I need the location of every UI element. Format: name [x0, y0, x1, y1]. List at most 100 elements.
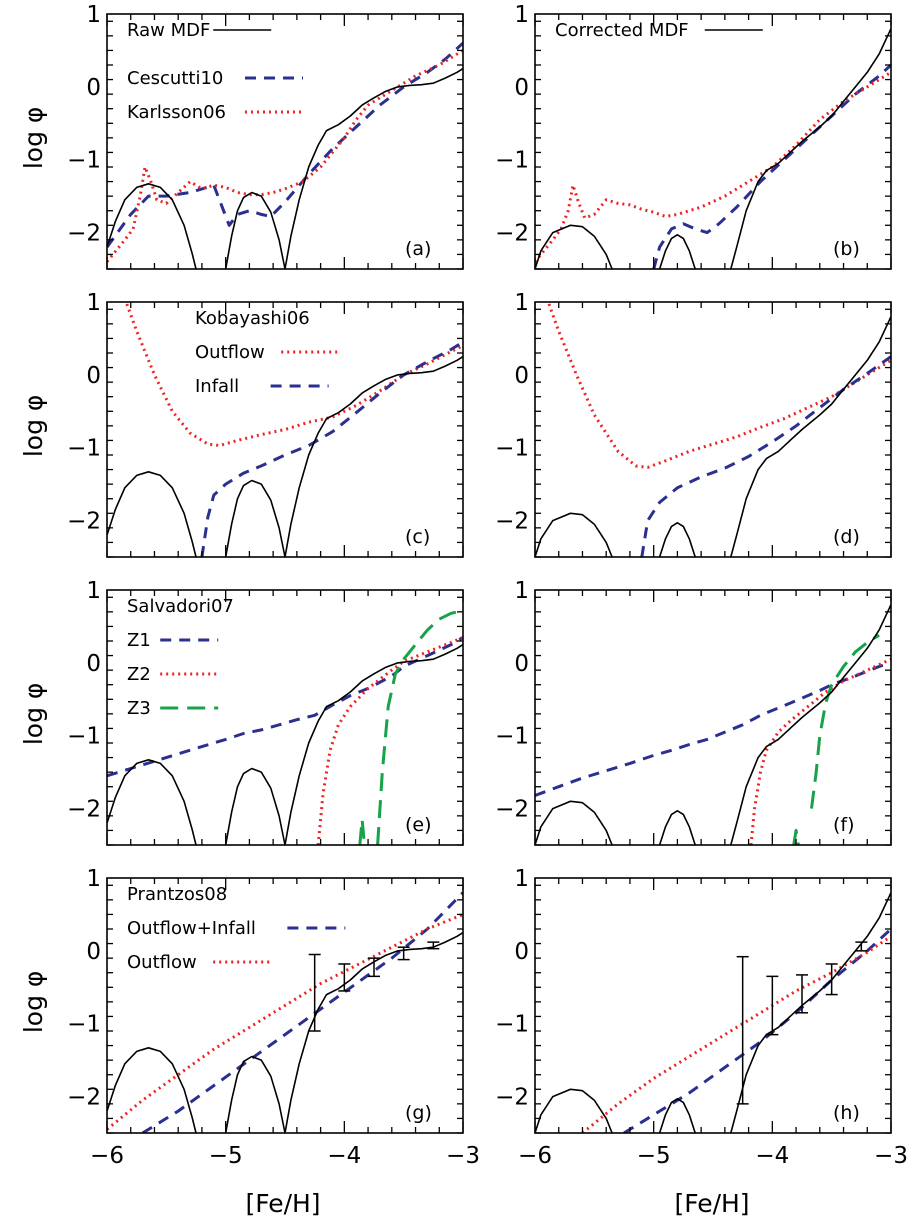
y-tick-label: 0 [86, 75, 101, 101]
x-tick-label: −4 [327, 1143, 361, 1169]
y-tick-label: 0 [86, 939, 101, 965]
panel-plot-e [107, 610, 463, 845]
series-line-observed [107, 67, 463, 269]
y-tick-label: −1 [495, 148, 529, 174]
y-tick-label: −1 [495, 724, 529, 750]
panel-frame [106, 877, 464, 1134]
legend-entry-label: Z2 [127, 664, 151, 685]
y-tick-label: 1 [514, 290, 529, 316]
panel-frame [534, 13, 892, 270]
y-axis-title: log φ [19, 683, 48, 746]
panel-d: −2 −1 0 1 (d) [495, 290, 892, 558]
y-tick-label: 1 [514, 578, 529, 604]
panel-label: (g) [405, 1102, 432, 1124]
y-tick-label: 0 [86, 363, 101, 389]
panel-plot-b [535, 28, 891, 269]
panel-label: (d) [833, 526, 860, 548]
panel-a: −2 −1 0 1 log φ (a) Raw MDF Cescutti10 Karlsson0… [19, 2, 464, 270]
series-line-observed [107, 355, 463, 557]
panel-f: −2 −1 0 1 (f) [495, 578, 892, 846]
legend-entry-label: Cescutti10 [127, 68, 223, 89]
panel-frame [534, 301, 892, 558]
y-tick-label: −1 [67, 724, 101, 750]
y-tick-label: −2 [495, 221, 529, 247]
series-line-model3b [810, 633, 880, 809]
y-tick-label: −2 [67, 797, 101, 823]
series-line-model3 [792, 828, 800, 845]
legend-entry-label: Outflow+Infall [127, 918, 256, 939]
series-line-model1 [107, 636, 463, 778]
panel-h: −2 −1 0 1 −6 −5 −4 −3 (h) [495, 866, 908, 1169]
series-line-model3 [358, 818, 366, 845]
y-tick-label: 0 [514, 939, 529, 965]
series-line-model2 [124, 302, 463, 447]
y-tick-label: 1 [514, 866, 529, 892]
y-tick-label: −1 [495, 436, 529, 462]
panel-label: (a) [405, 238, 431, 260]
panel-e: −2 −1 0 1 log φ (e) Salvadori07 Z1 Z2 Z3 [19, 578, 464, 846]
y-tick-label: −1 [67, 148, 101, 174]
x-axis-title-right: [Fe/H] [674, 1189, 749, 1218]
y-axis-title: log φ [19, 971, 48, 1034]
series-line-model1 [535, 661, 891, 797]
legend-entry-label: Prantzos08 [127, 884, 227, 905]
x-tick-label: −3 [446, 1143, 480, 1169]
series-line-model3b [376, 610, 458, 845]
panel-plot-a [107, 41, 463, 269]
panel-plot-c [107, 302, 463, 557]
x-tick-label: −3 [874, 1143, 908, 1169]
panel-plot-d [535, 302, 891, 557]
panel-frame [106, 301, 464, 558]
series-line-observed [535, 892, 891, 1133]
legend-entry-label: Z1 [127, 630, 151, 651]
y-tick-label: −2 [495, 1085, 529, 1111]
series-line-model2 [535, 71, 891, 263]
legend-entry-label: Infall [195, 376, 239, 397]
x-axis-title-left: [Fe/H] [245, 1189, 320, 1218]
series-line-model1 [652, 63, 891, 269]
y-tick-label: −2 [495, 509, 529, 535]
legend-entry-label: Salvadori07 [127, 596, 234, 617]
panel-plot-f [535, 604, 891, 845]
series-line-observed [535, 316, 891, 557]
panel-frame [534, 589, 892, 846]
series-line-model2 [581, 935, 891, 1133]
series-line-observed [107, 643, 463, 845]
panel-label: (h) [833, 1102, 860, 1124]
series-line-model2 [316, 636, 463, 845]
panel-b: −2 −1 0 1 (b) Corrected MDF [495, 2, 892, 270]
legend-entry-label: Karlsson06 [127, 102, 226, 123]
y-tick-label: 0 [514, 363, 529, 389]
panel-frame [106, 13, 464, 270]
x-tick-label: −5 [637, 1143, 671, 1169]
panel-plot-g [107, 891, 463, 1133]
legend-entry-label: Outflow [195, 342, 265, 363]
series-line-observed [107, 931, 463, 1133]
panel-frame [106, 589, 464, 846]
legend-entry-label: Raw MDF [127, 20, 210, 41]
panel-label: (e) [405, 814, 432, 836]
x-tick-label: −5 [209, 1143, 243, 1169]
legend-entry-label: Kobayashi06 [195, 308, 310, 329]
panel-frame [534, 877, 892, 1134]
series-line-model1 [141, 891, 463, 1133]
y-tick-label: 1 [86, 578, 101, 604]
y-tick-label: −2 [495, 797, 529, 823]
legend-entry-label: Outflow [127, 952, 197, 973]
y-axis-title: log φ [19, 107, 48, 170]
panel-label: (c) [405, 526, 430, 548]
y-tick-label: 1 [86, 866, 101, 892]
y-tick-label: 0 [514, 651, 529, 677]
y-tick-label: 1 [86, 2, 101, 28]
series-line-observed [535, 604, 891, 845]
series-line-model2 [107, 49, 463, 263]
y-tick-label: 1 [514, 2, 529, 28]
y-tick-label: −1 [495, 1012, 529, 1038]
x-tick-label: −4 [755, 1143, 789, 1169]
y-tick-label: −2 [67, 221, 101, 247]
series-line-model2 [107, 913, 463, 1131]
series-line-model2 [749, 657, 891, 845]
y-tick-label: 0 [514, 75, 529, 101]
series-line-observed [535, 28, 891, 269]
